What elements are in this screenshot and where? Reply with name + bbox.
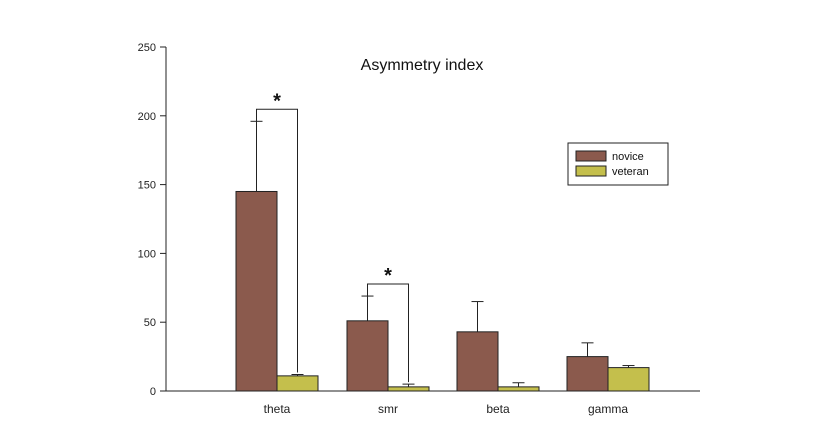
y-tick-label: 200	[138, 111, 156, 123]
x-tick-label: theta	[264, 402, 291, 416]
legend-box	[567, 142, 669, 186]
x-tick-label: gamma	[588, 402, 628, 416]
bar-novice-beta	[456, 331, 499, 392]
chart-title: Asymmetry index	[361, 57, 484, 74]
y-tick-label: 150	[138, 180, 156, 192]
significance-star-smr: *	[384, 265, 392, 287]
bar-novice-gamma	[566, 356, 609, 392]
error-bars-layer	[250, 120, 635, 387]
bar-veteran-gamma	[607, 367, 650, 392]
bar-veteran-beta	[497, 386, 540, 392]
significance-layer: **	[256, 90, 409, 383]
legend-label-novice: novice	[612, 151, 644, 163]
bar-novice-theta	[235, 190, 278, 392]
bars-layer	[235, 190, 650, 392]
legend: novice veteran	[567, 142, 669, 186]
x-tick-label: beta	[486, 402, 510, 416]
axis-layer: 0 50 100 150 200 250 theta smr beta gamma	[138, 42, 700, 416]
legend-label-veteran: veteran	[612, 166, 649, 178]
significance-star-theta: *	[273, 90, 281, 112]
bar-veteran-smr	[387, 386, 430, 392]
significance-bracket-theta	[256, 108, 298, 373]
y-tick-label: 50	[144, 317, 156, 329]
x-tick-label: smr	[378, 402, 398, 416]
y-tick-label: 250	[138, 42, 156, 54]
bar-veteran-theta	[276, 375, 319, 392]
bar-novice-smr	[346, 320, 389, 392]
legend-swatch-veteran	[575, 165, 607, 177]
legend-swatch-novice	[575, 150, 607, 162]
significance-bracket-smr	[367, 283, 409, 383]
y-tick-label: 0	[150, 386, 156, 398]
y-tick-label: 100	[138, 248, 156, 260]
